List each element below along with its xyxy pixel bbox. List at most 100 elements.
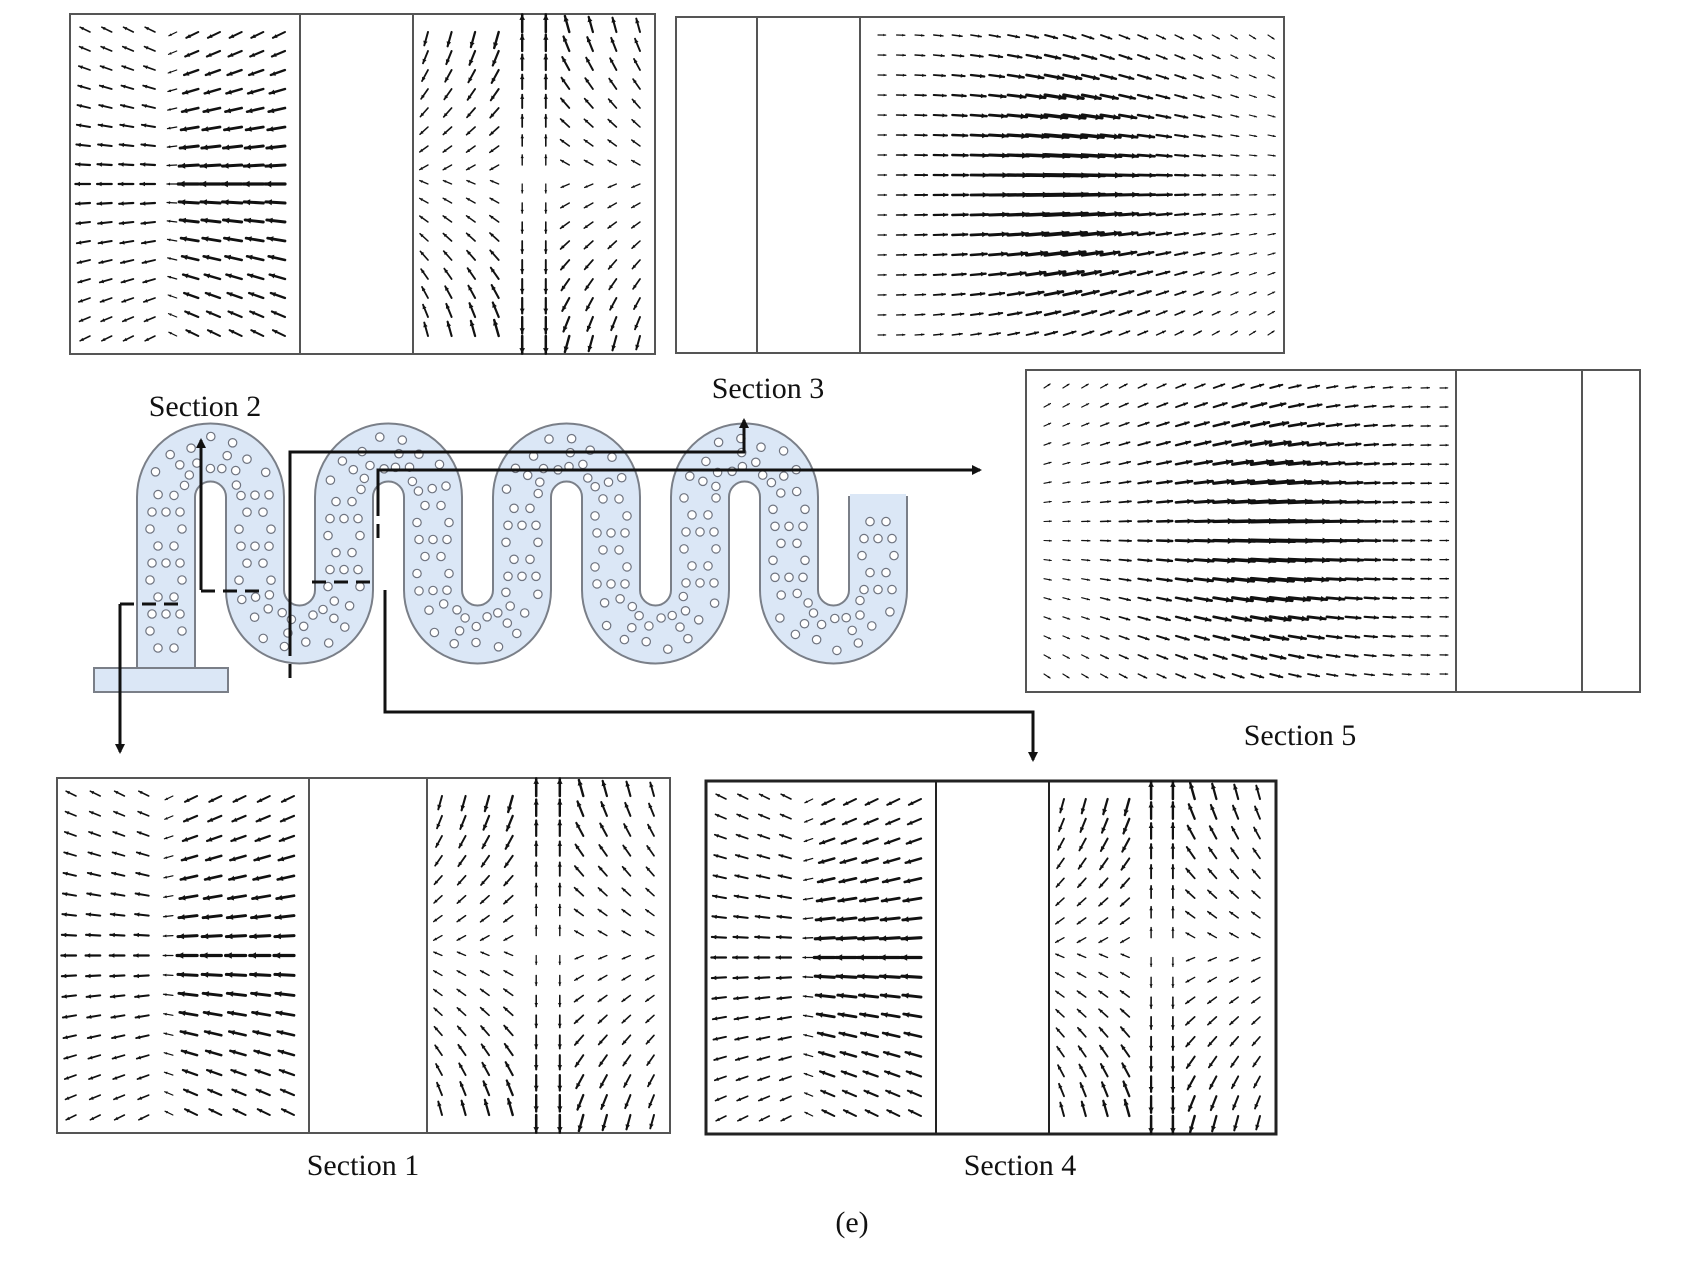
velocity-arrowhead: [1184, 153, 1189, 158]
velocity-arrowhead: [507, 806, 513, 812]
velocity-arrowhead: [134, 973, 140, 979]
velocity-arrowhead: [490, 167, 494, 170]
velocity-arrowhead: [610, 58, 614, 63]
velocity-arrowhead: [1054, 310, 1061, 315]
velocity-arrowhead: [1183, 231, 1188, 236]
obstacle-pillar: [414, 534, 424, 545]
velocity-arrowhead: [272, 330, 278, 334]
obstacle-pillar: [323, 581, 333, 592]
obstacle-pillar: [436, 500, 446, 511]
velocity-arrowhead: [1099, 939, 1103, 943]
obstacle-pillar: [711, 481, 721, 492]
section-5-label: Section 5: [1244, 719, 1357, 752]
velocity-arrowhead: [903, 153, 907, 157]
velocity-arrowhead: [1253, 331, 1256, 334]
velocity-arrowhead: [87, 1035, 93, 1040]
velocity-arrowhead: [256, 817, 262, 822]
velocity-arrowhead: [1127, 499, 1131, 504]
velocity-arrowhead: [457, 880, 462, 885]
velocity-arrowhead: [1239, 674, 1244, 679]
obstacle-pillar: [533, 537, 543, 548]
velocity-arrowhead: [842, 1090, 848, 1095]
velocity-arrowhead: [145, 27, 149, 31]
velocity-arrowhead: [1113, 230, 1121, 237]
velocity-arrowhead: [1001, 251, 1007, 257]
velocity-arrowhead: [444, 95, 449, 100]
velocity-arrowhead: [1253, 95, 1257, 98]
velocity-arrowhead: [533, 778, 539, 784]
velocity-arrowhead: [1235, 291, 1239, 295]
velocity-arrowhead: [1207, 932, 1212, 936]
velocity-arrowhead: [1077, 953, 1081, 957]
velocity-arrowhead: [1409, 634, 1413, 638]
velocity-arrowhead: [757, 1057, 762, 1061]
obstacle-pillar: [656, 613, 666, 623]
velocity-arrowhead: [903, 173, 907, 177]
velocity-arrowhead: [163, 875, 167, 879]
velocity-arrowhead: [804, 1112, 808, 1115]
obstacle-pillar: [263, 603, 273, 614]
velocity-arrowhead: [608, 139, 612, 144]
velocity-arrowhead: [1035, 310, 1041, 316]
velocity-arrowhead: [504, 1043, 509, 1049]
obstacle-pillar: [675, 622, 685, 632]
velocity-arrowhead: [434, 1008, 438, 1012]
velocity-arrowhead: [1048, 598, 1052, 601]
velocity-arrowhead: [1264, 616, 1271, 623]
velocity-arrowhead: [624, 802, 629, 808]
velocity-arrowhead: [901, 973, 908, 980]
velocity-arrowhead: [1049, 520, 1052, 523]
obstacle-pillar: [866, 621, 877, 631]
obstacle-pillar: [325, 475, 336, 485]
velocity-arrowhead: [1091, 310, 1097, 315]
velocity-arrowhead: [1374, 480, 1380, 486]
velocity-arrowhead: [101, 337, 106, 341]
velocity-arrowhead: [837, 992, 844, 999]
velocity-arrowhead: [1148, 133, 1154, 139]
velocity-arrowhead: [736, 1077, 741, 1081]
velocity-arrowhead: [1373, 615, 1378, 620]
velocity-arrowhead: [143, 279, 148, 284]
velocity-arrowhead: [437, 804, 442, 810]
velocity-arrowhead: [940, 312, 945, 317]
velocity-arrowhead: [274, 971, 281, 978]
velocity-arrowhead: [86, 912, 92, 917]
velocity-arrowhead: [62, 1014, 68, 1019]
velocity-arrowhead: [1171, 906, 1175, 911]
velocity-arrowhead: [1066, 675, 1070, 678]
velocity-arrowhead: [1060, 250, 1067, 257]
velocity-arrowhead: [1120, 920, 1125, 925]
velocity-arrowhead: [902, 73, 906, 77]
velocity-arrowhead: [1067, 539, 1071, 542]
velocity-arrowhead: [631, 160, 635, 164]
velocity-arrowhead: [586, 325, 592, 331]
velocity-arrowhead: [922, 293, 926, 297]
arrow-to-section-4: [383, 590, 1038, 762]
obstacle-pillar: [175, 558, 185, 568]
obstacle-pillar: [775, 488, 786, 498]
obstacle-pillar: [150, 466, 161, 477]
obstacle-pillar: [778, 471, 789, 481]
velocity-arrowhead: [79, 318, 84, 322]
velocity-arrowhead: [443, 215, 447, 220]
velocity-arrowhead: [244, 199, 251, 206]
obstacle-pillar: [442, 534, 452, 545]
velocity-arrowhead: [1372, 404, 1376, 408]
velocity-arrowhead: [1218, 212, 1223, 216]
velocity-arrowhead: [1184, 192, 1189, 197]
velocity-arrowhead: [883, 93, 887, 97]
velocity-arrowhead: [446, 321, 452, 327]
velocity-arrowhead: [1281, 421, 1288, 427]
obstacle-pillar: [709, 527, 719, 537]
velocity-arrowhead: [181, 236, 187, 242]
velocity-arrowhead: [1106, 617, 1110, 621]
velocity-arrowhead: [632, 99, 637, 104]
velocity-arrowhead: [1217, 271, 1222, 275]
velocity-arrowhead: [433, 989, 438, 993]
obstacle-pillar: [249, 612, 260, 622]
velocity-arrowhead: [631, 185, 635, 188]
velocity-arrowhead: [940, 53, 945, 58]
velocity-arrowhead: [434, 880, 439, 885]
velocity-arrowhead: [98, 123, 103, 128]
velocity-arrowhead: [942, 232, 947, 237]
